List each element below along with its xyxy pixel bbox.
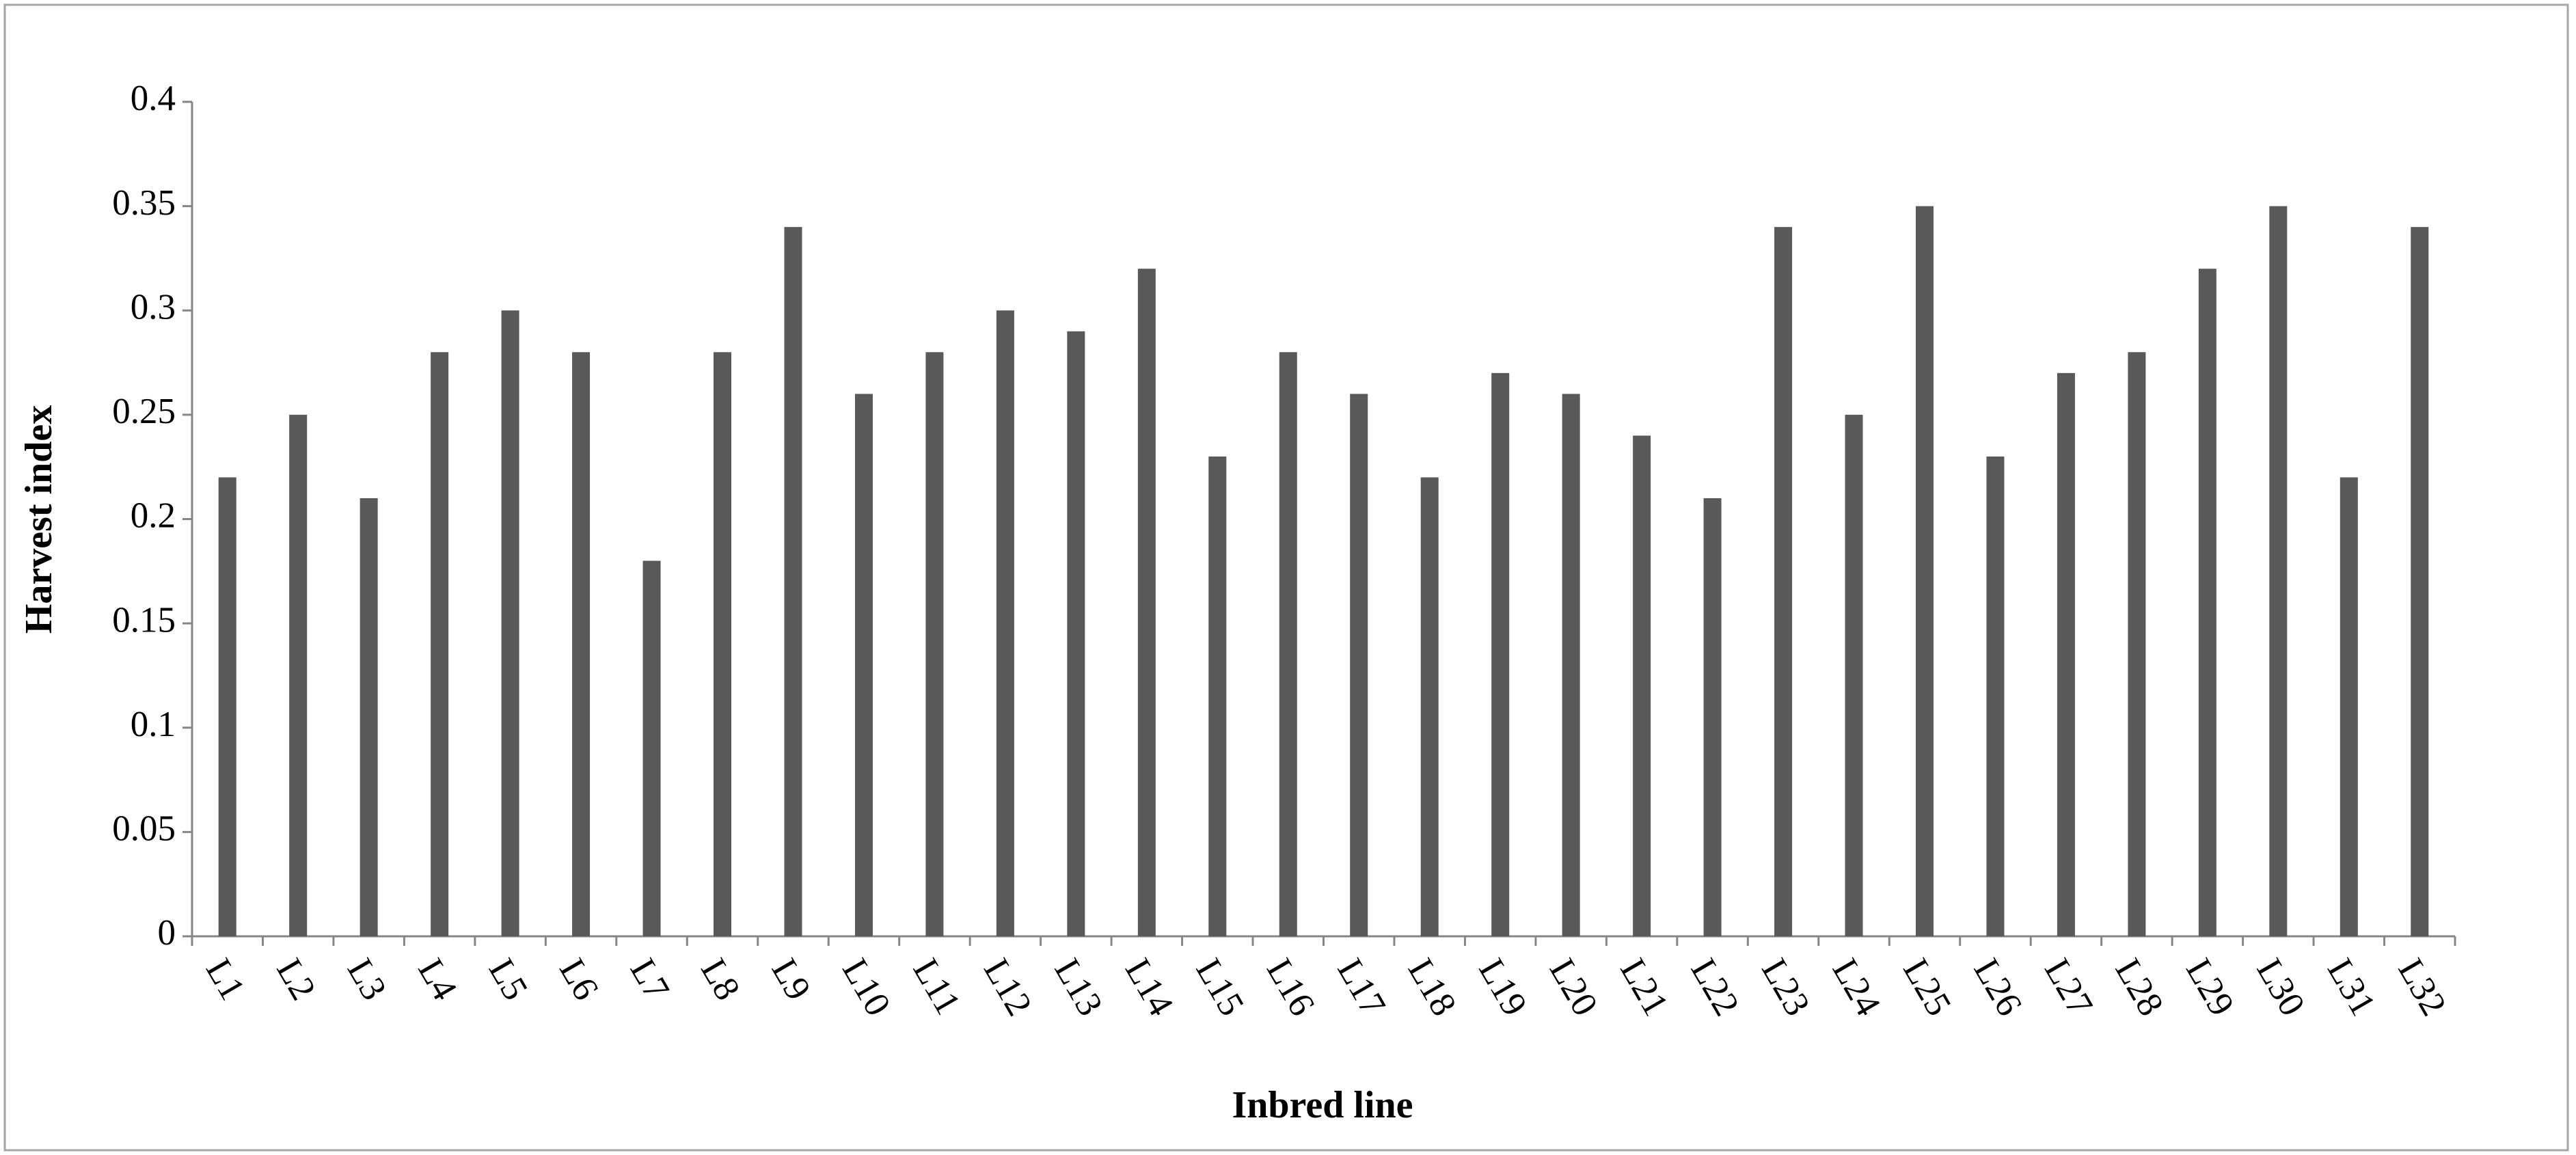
bar <box>1915 206 1934 936</box>
y-tick-label: 0.1 <box>131 705 176 744</box>
bar <box>1633 435 1651 936</box>
bar <box>2057 372 2075 936</box>
y-tick-label: 0.4 <box>131 79 176 118</box>
bar <box>1562 394 1580 936</box>
bar <box>1350 394 1368 936</box>
bar <box>2411 227 2429 936</box>
y-tick-label: 0.3 <box>131 287 176 327</box>
bar <box>925 352 944 936</box>
bar <box>1208 456 1227 936</box>
bar <box>784 227 802 936</box>
bar <box>1845 414 1863 936</box>
bar <box>218 477 236 936</box>
bar <box>714 352 732 936</box>
y-tick-label: 0.35 <box>112 183 176 223</box>
y-tick-label: 0.15 <box>112 600 176 640</box>
bar <box>1491 372 1510 936</box>
bar <box>1067 331 1085 936</box>
bar <box>289 414 308 936</box>
bar <box>360 498 378 936</box>
bar <box>1774 227 1793 936</box>
bar <box>1703 498 1722 936</box>
bar <box>501 310 519 936</box>
bar <box>1986 456 2005 936</box>
bar <box>431 352 449 936</box>
bar <box>572 352 591 936</box>
bar <box>854 394 873 936</box>
bar <box>2269 206 2288 936</box>
y-tick-label: 0.25 <box>112 392 176 431</box>
y-tick-label: 0 <box>158 913 176 953</box>
bar <box>2128 352 2146 936</box>
bar <box>996 310 1014 936</box>
bar <box>2340 477 2358 936</box>
bar <box>2198 269 2216 936</box>
y-tick-label: 0.05 <box>112 809 176 849</box>
bar <box>1137 269 1156 936</box>
bar <box>1420 477 1439 936</box>
x-axis-title: Inbred line <box>1232 1084 1413 1126</box>
y-axis-title: Harvest index <box>18 405 60 634</box>
bar <box>642 560 661 936</box>
bar <box>1279 352 1297 936</box>
y-tick-label: 0.2 <box>131 496 176 536</box>
